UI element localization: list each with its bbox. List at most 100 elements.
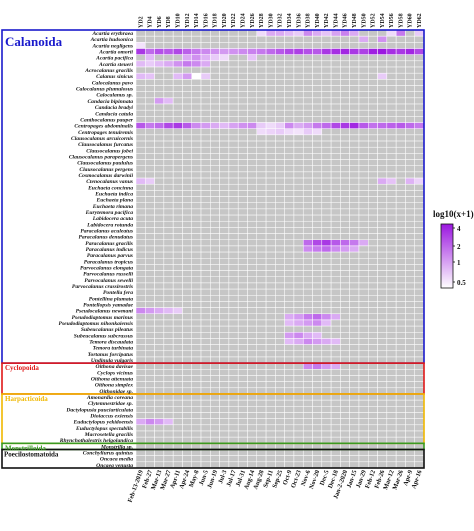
heatmap-cell [405, 190, 415, 197]
heatmap-cell [256, 362, 267, 370]
heatmap-cell [358, 276, 369, 284]
heatmap-cell [275, 239, 285, 247]
heatmap-cell [405, 35, 415, 43]
heatmap-cell [135, 430, 146, 438]
heatmap-cell [247, 362, 258, 370]
heatmap-cell [163, 233, 174, 240]
heatmap-cell [172, 140, 183, 148]
heatmap-cell [312, 319, 323, 327]
heatmap-cell [265, 202, 276, 210]
species-label: Candacia bradyi [95, 105, 134, 111]
heatmap-cell [275, 325, 285, 333]
heatmap-cell [275, 282, 285, 290]
heatmap-cell [154, 245, 165, 253]
heatmap-cell [237, 202, 248, 210]
heatmap-cell [377, 245, 388, 253]
heatmap-cell [321, 72, 332, 80]
heatmap-cell [377, 227, 388, 234]
heatmap-cell [154, 208, 165, 216]
heatmap-cell [349, 301, 360, 308]
heatmap-cell [210, 153, 220, 160]
heatmap-cell [247, 214, 258, 222]
heatmap-cell [368, 418, 378, 426]
heatmap-cell [405, 233, 415, 240]
heatmap-cell [330, 208, 341, 216]
heatmap-cell [386, 35, 397, 43]
heatmap-cell [200, 227, 211, 234]
heatmap-cell [377, 319, 388, 327]
heatmap-cell [172, 202, 183, 210]
heatmap-cell [275, 35, 285, 43]
heatmap-cell [219, 307, 230, 315]
heatmap-cell [219, 356, 230, 364]
heatmap-cell [247, 387, 258, 395]
heatmap-cell [210, 436, 220, 444]
heatmap-cell [163, 393, 174, 401]
heatmap-cell [219, 85, 230, 92]
heatmap-cell [302, 449, 313, 456]
heatmap-cell [247, 301, 258, 308]
heatmap-cell [154, 35, 165, 43]
heatmap-cell [210, 264, 220, 271]
heatmap-cell [237, 66, 248, 74]
heatmap-cell [182, 338, 192, 345]
heatmap-cell [349, 295, 360, 302]
heatmap-cell [349, 85, 360, 92]
heatmap-cell [275, 165, 285, 173]
heatmap-cell [200, 60, 211, 68]
species-label: Euchaeta plana [95, 198, 133, 204]
heatmap-cell [154, 424, 165, 432]
heatmap-cell [135, 406, 146, 413]
heatmap-cell [256, 91, 267, 99]
heatmap-cell [414, 233, 425, 240]
heatmap-cell [293, 436, 304, 444]
heatmap-cell [182, 97, 192, 105]
heatmap-cell [145, 245, 155, 253]
heatmap-cell [210, 430, 220, 438]
heatmap-cell [163, 91, 174, 99]
heatmap-cell [182, 171, 192, 179]
heatmap-cell [284, 42, 295, 49]
heatmap-cell [237, 369, 248, 376]
heatmap-cell [163, 165, 174, 173]
heatmap-cell [210, 146, 220, 154]
heatmap-cell [247, 183, 258, 191]
heatmap-cell [368, 424, 378, 432]
heatmap-cell [247, 461, 258, 469]
heatmap-cell [349, 245, 360, 253]
heatmap-cell [377, 146, 388, 154]
heatmap-cell [414, 214, 425, 222]
heatmap-cell [340, 54, 350, 62]
heatmap-cell [395, 214, 406, 222]
heatmap-cell [145, 233, 155, 240]
heatmap-cell [247, 91, 258, 99]
heatmap-cell [275, 196, 285, 203]
heatmap-cell [321, 54, 332, 62]
heatmap-cell [247, 332, 258, 339]
heatmap-cell [247, 356, 258, 364]
heatmap-cell [386, 128, 397, 136]
heatmap-cell [284, 251, 295, 259]
heatmap-cell [237, 214, 248, 222]
heatmap-cell [172, 134, 183, 142]
heatmap-cell [330, 338, 341, 345]
station-label: YD30 [268, 13, 274, 28]
heatmap-cell [340, 196, 350, 203]
heatmap-cell [377, 381, 388, 389]
heatmap-cell [368, 443, 378, 450]
heatmap-cell [377, 449, 388, 456]
heatmap-cell [228, 399, 239, 407]
heatmap-cell [330, 183, 341, 191]
heatmap-cell [154, 85, 165, 92]
heatmap-cell [275, 202, 285, 210]
heatmap-cell [302, 362, 313, 370]
heatmap-cell [414, 424, 425, 432]
heatmap-cell [358, 35, 369, 43]
heatmap-cell [395, 116, 406, 123]
heatmap-cell [247, 128, 258, 136]
heatmap-cell [163, 406, 174, 413]
heatmap-cell [321, 362, 332, 370]
heatmap-cell [154, 29, 165, 37]
heatmap-cell [145, 362, 155, 370]
heatmap-cell [228, 436, 239, 444]
